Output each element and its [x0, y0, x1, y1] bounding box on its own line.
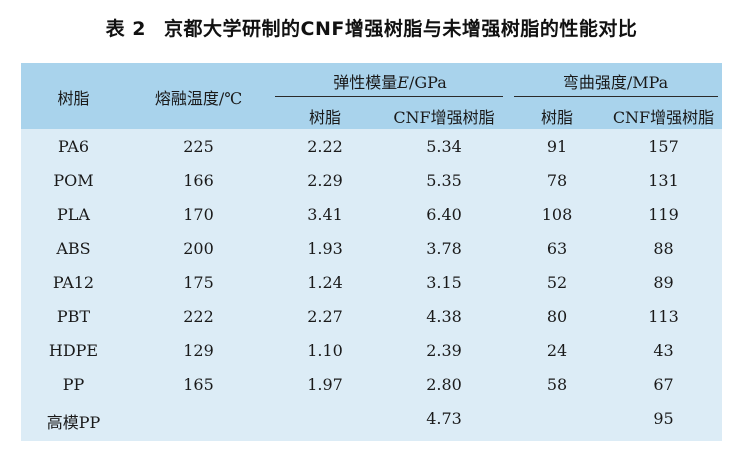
cell-strength-cnf: 157: [648, 137, 679, 156]
table-row: PLA 170 3.41 6.40 108 119: [21, 199, 722, 232]
subheader-modulus-resin: 树脂: [308, 108, 341, 127]
cell-modulus-cnf: 5.35: [426, 171, 462, 190]
cell-strength-resin: 80: [546, 307, 568, 326]
cell-strength-resin: 24: [546, 341, 568, 360]
table-row: POM 166 2.29 5.35 78 131: [21, 165, 722, 198]
cell-strength-resin: 108: [541, 205, 573, 224]
cell-modulus-resin: 2.27: [307, 307, 343, 326]
cell-strength-cnf: 67: [653, 375, 674, 394]
cell-melt-temp: 225: [183, 137, 214, 156]
cell-resin: PBT: [56, 307, 91, 326]
cell-resin: PLA: [57, 205, 90, 224]
header-modulus-symbol: E: [397, 73, 409, 92]
table-caption: 京都大学研制的CNF增强树脂与未增强树脂的性能对比: [164, 18, 638, 40]
subheader-strength-cnf: CNF增强树脂: [612, 108, 715, 127]
cell-strength-cnf: 131: [648, 171, 679, 190]
cell-melt-temp: 175: [183, 273, 214, 292]
cell-modulus-cnf: 2.80: [426, 375, 462, 394]
subheader-modulus-cnf: CNF增强树脂: [393, 108, 495, 127]
table-row: 高模PP 4.73 95: [21, 403, 722, 436]
cell-melt-temp: 165: [183, 375, 214, 394]
cell-resin: PA6: [57, 137, 90, 156]
cell-resin: HDPE: [48, 341, 99, 360]
cell-strength-cnf: 43: [653, 341, 674, 360]
cell-strength-cnf: 89: [653, 273, 674, 292]
cell-resin: ABS: [56, 239, 91, 258]
cell-modulus-cnf: 2.39: [426, 341, 462, 360]
cell-strength-cnf: 113: [648, 307, 679, 326]
cell-melt-temp: 170: [183, 205, 214, 224]
cell-modulus-cnf: 4.38: [426, 307, 462, 326]
cell-modulus-cnf: 3.15: [426, 273, 462, 292]
cell-modulus-resin: 1.97: [307, 375, 343, 394]
cell-strength-cnf: 88: [653, 239, 674, 258]
cell-melt-temp: 166: [183, 171, 214, 190]
header-modulus-unit: /GPa: [408, 73, 447, 92]
table-row: ABS 200 1.93 3.78 63 88: [21, 233, 722, 266]
cell-modulus-cnf: 3.78: [426, 239, 462, 258]
cell-resin: PP: [62, 375, 85, 394]
cell-modulus-resin: 2.29: [307, 171, 343, 190]
cell-melt-temp: 222: [183, 307, 214, 326]
cell-modulus-cnf: 6.40: [426, 205, 462, 224]
cell-resin: PA12: [52, 273, 95, 292]
table-title: 表 2 京都大学研制的CNF增强树脂与未增强树脂的性能对比: [0, 14, 743, 41]
header-resin: 树脂: [57, 89, 90, 108]
header-strength-rule: [514, 96, 718, 97]
cell-modulus-resin: 1.93: [307, 239, 343, 258]
cell-modulus-resin: 3.41: [307, 205, 343, 224]
table-row: HDPE 129 1.10 2.39 24 43: [21, 335, 722, 368]
cell-strength-cnf: 119: [648, 205, 679, 224]
header-flexural-strength: 弯曲强度/MPa: [562, 73, 669, 92]
cell-strength-resin: 58: [546, 375, 568, 394]
header-modulus-label: 弹性模量: [333, 73, 398, 92]
header-modulus-rule: [275, 96, 503, 97]
cell-strength-resin: 63: [546, 239, 568, 258]
header-melt-temp: 熔融温度/℃: [154, 89, 243, 108]
cell-melt-temp: 200: [183, 239, 214, 258]
cell-modulus-resin: 1.10: [307, 341, 343, 360]
table-row: PA6 225 2.22 5.34 91 157: [21, 131, 722, 164]
cell-resin: POM: [53, 171, 94, 190]
cell-strength-resin: 91: [546, 137, 568, 156]
cell-strength-cnf: 95: [653, 409, 674, 428]
cell-modulus-resin: 2.22: [307, 137, 343, 156]
table-number: 表 2: [105, 18, 146, 40]
cell-modulus-cnf: 5.34: [426, 137, 462, 156]
cell-modulus-cnf: 4.73: [426, 409, 462, 428]
table-row: PBT 222 2.27 4.38 80 113: [21, 301, 722, 334]
cell-resin: 高模PP: [46, 413, 101, 432]
cell-modulus-resin: 1.24: [307, 273, 343, 292]
cell-strength-resin: 52: [546, 273, 568, 292]
table-row: PA12 175 1.24 3.15 52 89: [21, 267, 722, 300]
cell-melt-temp: 129: [183, 341, 214, 360]
table-row: PP 165 1.97 2.80 58 67: [21, 369, 722, 402]
comparison-table: 树脂 熔融温度/℃ 弹性模量E/GPa 弯曲强度/MPa 树脂 CNF增强树脂 …: [21, 63, 722, 441]
cell-strength-resin: 78: [546, 171, 568, 190]
header-modulus: 弹性模量E/GPa: [271, 69, 509, 93]
subheader-strength-resin: 树脂: [540, 108, 573, 127]
table-header: 树脂 熔融温度/℃ 弹性模量E/GPa 弯曲强度/MPa 树脂 CNF增强树脂 …: [21, 63, 722, 129]
